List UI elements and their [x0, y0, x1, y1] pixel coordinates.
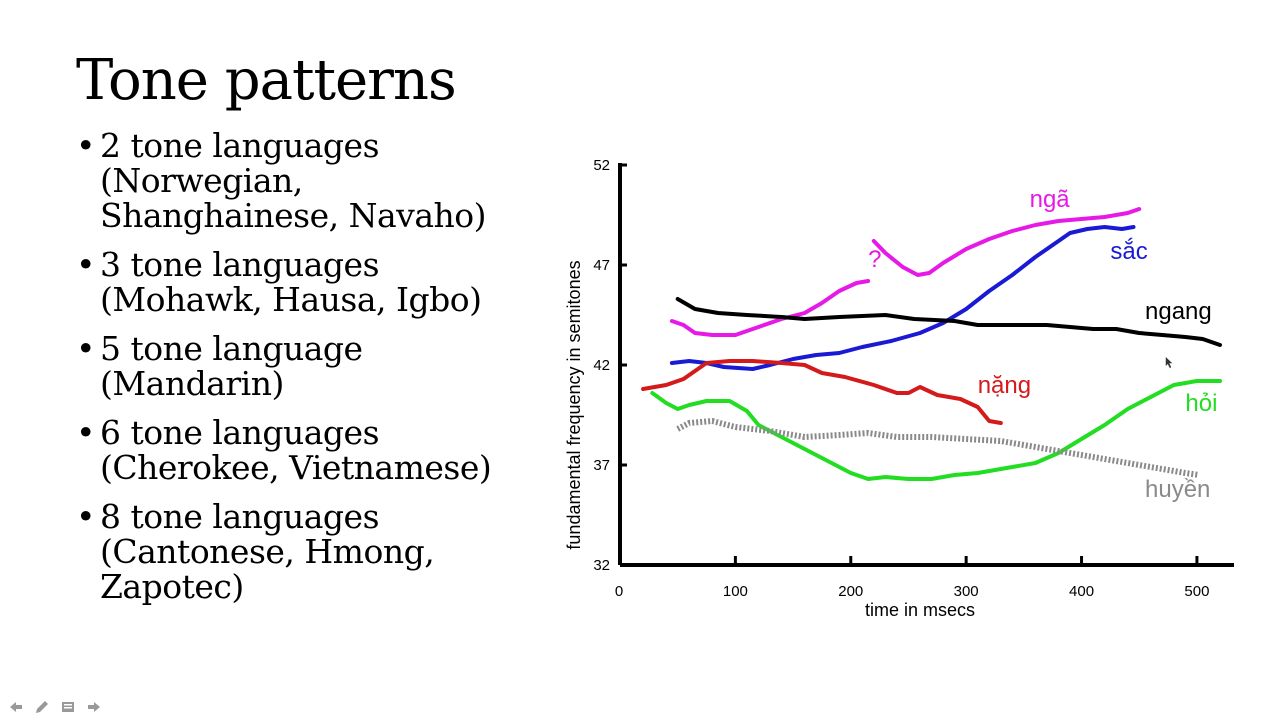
arrow-left-icon[interactable] [6, 698, 26, 716]
series-line-hỏi [650, 379, 1222, 481]
x-tick-label: 100 [723, 583, 748, 600]
x-axis-label: time in msecs [865, 600, 975, 620]
series-line-nặng [641, 359, 1003, 425]
bullet-line: 6 tone languages [100, 413, 380, 452]
bullet-line: (Mandarin) [100, 364, 284, 403]
x-tick-label: 0 [615, 583, 623, 600]
bullet-line: (Mohawk, Hausa, Igbo) [100, 280, 482, 319]
bullet-item: • 8 tone languages (Cantonese, Hmong, Zapot… [76, 499, 546, 604]
bullet-item: • 6 tone languages (Cherokee, Vietnamese) [76, 415, 546, 485]
bullet-line: Shanghainese, Navaho) [100, 196, 486, 235]
bullet-line: 2 tone languages [100, 126, 380, 165]
pencil-icon[interactable] [32, 698, 52, 716]
slide-title: Tone patterns [76, 48, 457, 113]
bullet-dot: • [76, 126, 95, 165]
bullet-line: Zapotec) [100, 567, 244, 606]
series-line-ngã [669, 279, 871, 337]
series-label: nặng [978, 372, 1031, 399]
bullet-line: (Cherokee, Vietnamese) [100, 448, 492, 487]
y-tick-label: 52 [593, 157, 610, 174]
series-line-ngang [675, 297, 1222, 347]
menu-icon[interactable] [58, 698, 78, 716]
series-label: ? [868, 246, 881, 273]
series-line-huyền [676, 418, 1200, 478]
y-tick-label: 42 [593, 357, 610, 374]
series-label: hỏi [1185, 390, 1217, 417]
y-tick-label: 32 [593, 557, 610, 574]
slide-navigation [6, 698, 104, 716]
y-tick-label: 47 [593, 257, 610, 274]
y-tick-label: 37 [593, 457, 610, 474]
bullet-line: 5 tone language [100, 329, 363, 368]
series-label: sắc [1110, 238, 1147, 265]
bullet-line: (Cantonese, Hmong, [100, 532, 435, 571]
bullet-dot: • [76, 245, 95, 284]
bullet-item: • 5 tone language (Mandarin) [76, 331, 546, 401]
arrow-right-icon[interactable] [84, 698, 104, 716]
bullet-item: • 3 tone languages (Mohawk, Hausa, Igbo) [76, 247, 546, 317]
series-label: ngã [1030, 186, 1071, 213]
series-line-ngã [871, 207, 1142, 277]
bullet-list: • 2 tone languages (Norwegian, Shanghainese… [76, 128, 546, 618]
bullet-dot: • [76, 497, 95, 536]
tone-chart: 32 37 42 47 52 0 100 200 300 400 500 time in msecs f… [564, 157, 1234, 620]
x-tick-label: 500 [1184, 583, 1209, 600]
series-label: huyền [1145, 476, 1210, 503]
y-axis-label: fundamental frequency in semitones [564, 260, 584, 549]
bullet-dot: • [76, 329, 95, 368]
bullet-dot: • [76, 413, 95, 452]
x-tick-label: 200 [838, 583, 863, 600]
bullet-line: (Norwegian, [100, 161, 303, 200]
series-label: ngang [1145, 298, 1212, 325]
series-line-sắc [669, 225, 1136, 371]
x-tick-label: 300 [954, 583, 979, 600]
bullet-line: 8 tone languages [100, 497, 380, 536]
bullet-item: • 2 tone languages (Norwegian, Shanghainese… [76, 128, 546, 233]
x-tick-label: 400 [1069, 583, 1094, 600]
mouse-cursor-icon [1165, 357, 1173, 368]
bullet-line: 3 tone languages [100, 245, 380, 284]
